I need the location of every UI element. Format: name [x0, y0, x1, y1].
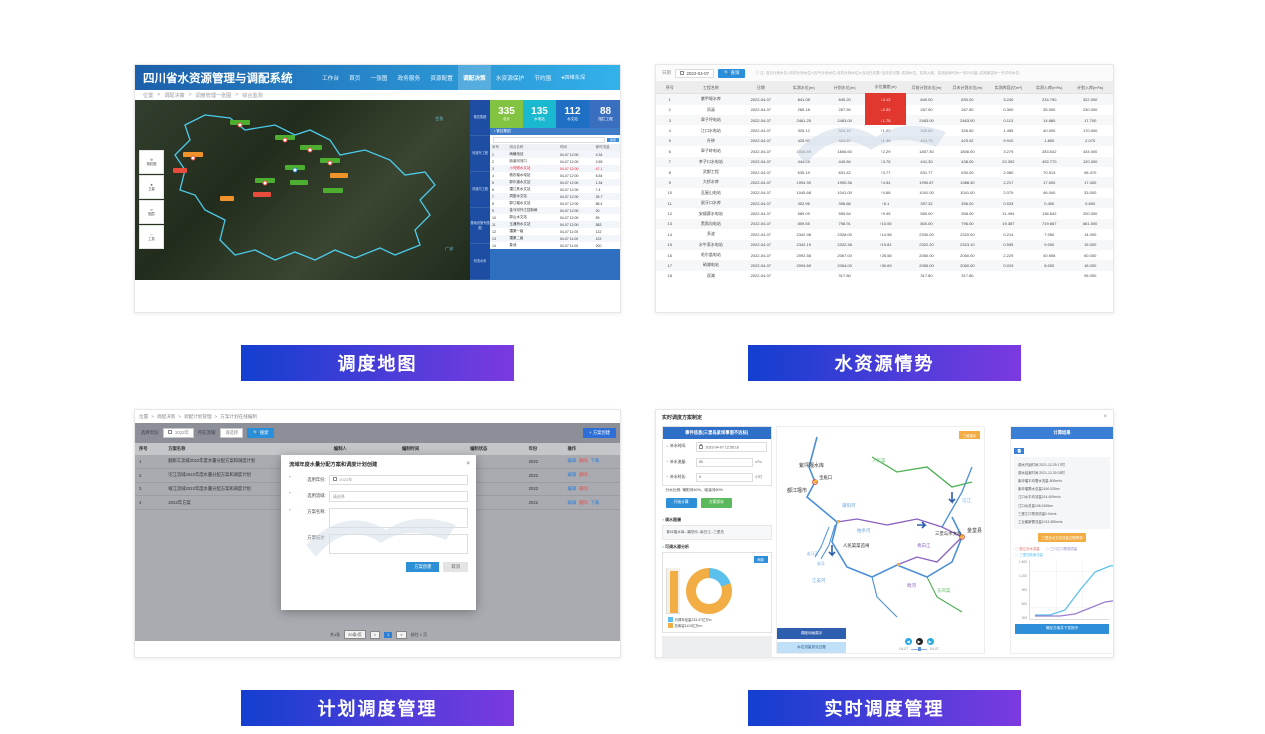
svg-text:三堡岛水文站: 三堡岛水文站	[935, 530, 962, 537]
svg-text:人民渠渠首闸: 人民渠渠首闸	[843, 542, 869, 549]
svg-text:青白江: 青白江	[917, 542, 931, 549]
svg-text:蒲阳河: 蒲阳河	[842, 502, 856, 509]
svg-text:沱江: 沱江	[962, 497, 971, 504]
svg-text:甘孜: 甘孜	[435, 115, 444, 122]
svg-text:柏条河: 柏条河	[857, 527, 871, 534]
svg-text:江安河: 江安河	[812, 577, 826, 584]
svg-text:走马河: 走马河	[807, 551, 819, 556]
svg-text:毗河: 毗河	[907, 582, 916, 589]
svg-text:金堂县: 金堂县	[967, 527, 982, 534]
svg-text:都江堰市: 都江堰市	[787, 487, 807, 494]
svg-text:紫坪堰水库: 紫坪堰水库	[799, 462, 824, 469]
svg-text:广安: 广安	[445, 245, 453, 252]
svg-text:东风渠: 东风渠	[937, 587, 951, 594]
svg-text:人民渠: 人民渠	[872, 457, 886, 464]
svg-text:宝瓶口: 宝瓶口	[819, 474, 832, 481]
svg-text:安河: 安河	[817, 561, 825, 566]
